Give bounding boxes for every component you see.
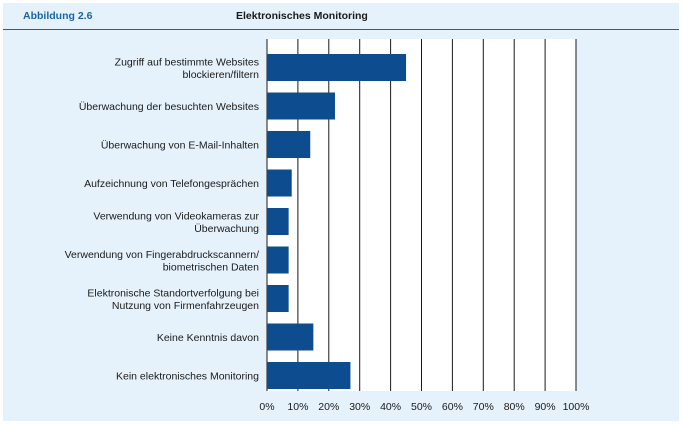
x-tick-label: 0%: [259, 401, 274, 413]
category-label: Verwendung von Fingerabdruckscannern/: [65, 249, 259, 261]
x-tick-label: 100%: [563, 401, 590, 413]
x-tick-label: 40%: [380, 401, 401, 413]
x-tick-label: 20%: [318, 401, 339, 413]
x-tick-label: 70%: [473, 401, 494, 413]
bar: [267, 285, 289, 312]
x-tick-label: 60%: [442, 401, 463, 413]
category-label: Überwachung: [194, 223, 259, 235]
category-label: Überwachung der besuchten Websites: [79, 101, 259, 113]
bar: [267, 92, 335, 120]
x-tick-label: 80%: [504, 401, 525, 413]
category-label: Überwachung von E-Mail-Inhalten: [101, 140, 259, 152]
category-label: Keine Kenntnis davon: [157, 332, 259, 344]
bar: [267, 54, 407, 81]
bar: [267, 323, 314, 351]
figure-label: Abbildung 2.6: [23, 10, 93, 22]
x-tick-label: 90%: [535, 401, 556, 413]
bar-chart: 0% 10% 20% 30% 40% 50% 60% 70% 80% 90% 100% Zugriff…: [65, 39, 590, 413]
x-tick-label: 30%: [349, 401, 370, 413]
category-label: Nutzung von Firmenfahrzeugen: [112, 300, 259, 312]
figure: Abbildung 2.6 Elektronisches Monitoring …: [3, 3, 679, 421]
bar: [267, 208, 289, 235]
category-label: biometrischen Daten: [163, 261, 259, 273]
bar: [267, 362, 351, 389]
bar: [267, 169, 292, 197]
category-label: Aufzeichnung von Telefongesprächen: [84, 178, 259, 190]
x-tick-label: 50%: [411, 401, 432, 413]
chart-title: Elektronisches Monitoring: [236, 10, 368, 22]
bar: [267, 246, 289, 274]
category-label: Elektronische Standortverfolgung bei: [87, 287, 259, 299]
category-label: Zugriff auf bestimmte Websites: [115, 56, 259, 68]
category-label: Verwendung von Videokameras zur: [93, 210, 259, 222]
bar: [267, 131, 311, 158]
figure-header: Abbildung 2.6 Elektronisches Monitoring: [3, 3, 679, 30]
category-label: blockieren/filtern: [183, 69, 260, 81]
x-tick-label: 10%: [287, 401, 308, 413]
category-label: Kein elektronisches Monitoring: [116, 371, 259, 383]
